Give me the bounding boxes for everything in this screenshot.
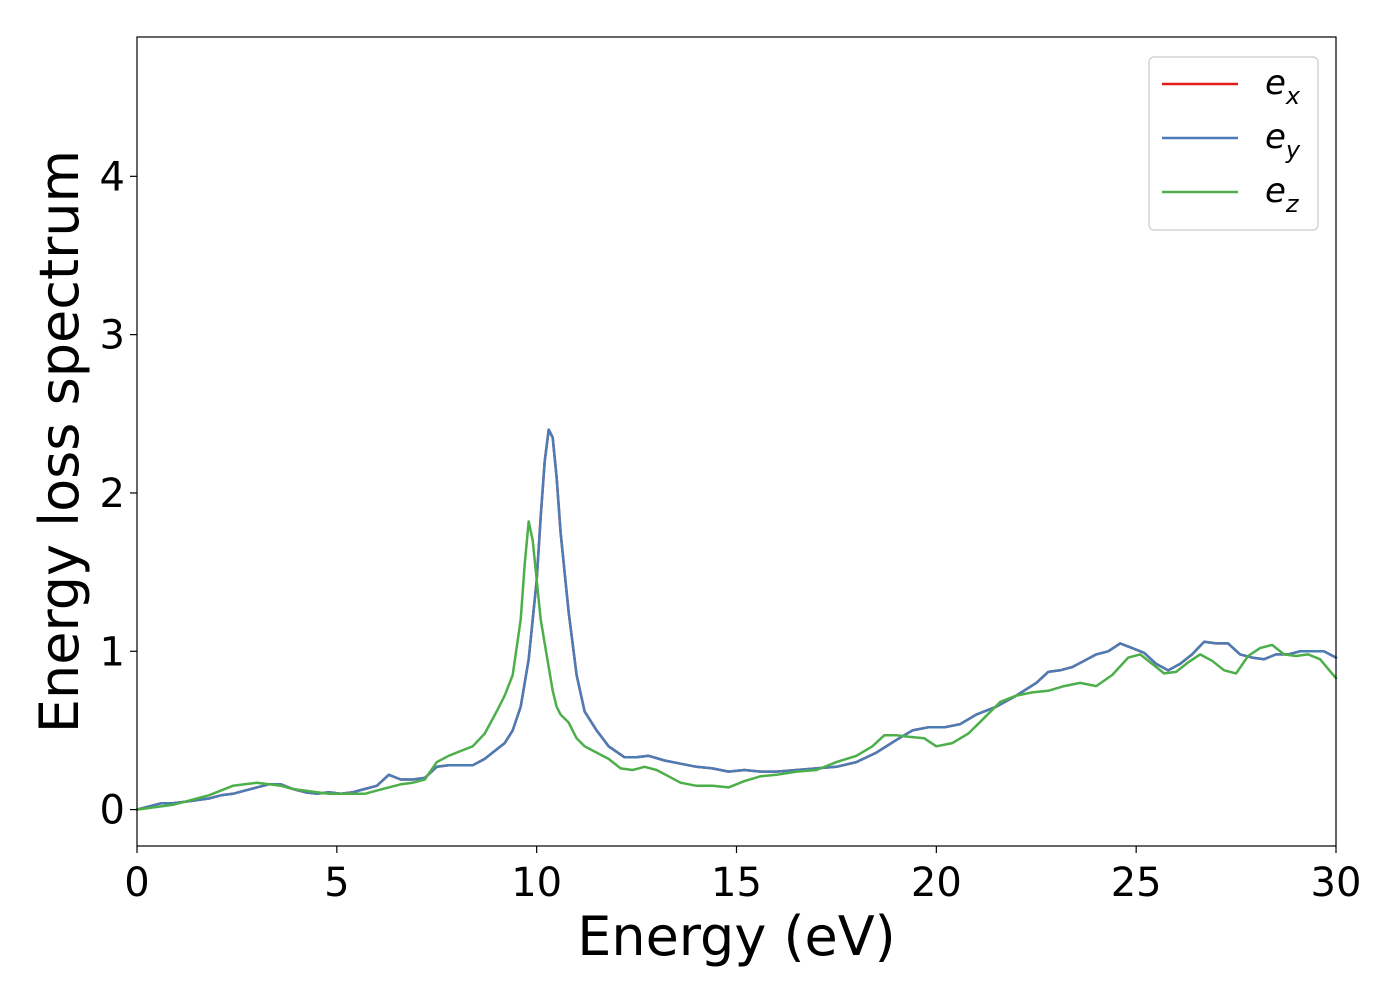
legend-label-subscript: z: [1285, 190, 1300, 218]
y-axis-title: Energy loss spectrum: [28, 150, 91, 733]
x-tick-label: 30: [1311, 860, 1362, 906]
plot-lines: [135, 428, 1338, 811]
x-axis-title: Energy (eV): [577, 905, 896, 968]
x-tick-label: 15: [711, 860, 762, 906]
legend-label-base: e: [1265, 171, 1286, 211]
x-axis-ticks: 0 5 10 15 20 25 30: [124, 846, 1361, 906]
x-tick-label: 25: [1111, 860, 1162, 906]
legend-label-base: e: [1265, 117, 1286, 157]
y-tick-label: 4: [100, 154, 125, 200]
y-tick-label: 3: [100, 313, 125, 359]
legend-label-base: e: [1265, 63, 1286, 103]
legend-label-subscript: x: [1285, 82, 1301, 110]
series-line-e-y: [135, 428, 1338, 811]
legend-label: ex: [1265, 63, 1301, 110]
x-tick-label: 10: [511, 860, 562, 906]
legend-label: ey: [1265, 117, 1301, 164]
x-tick-label: 20: [911, 860, 962, 906]
series-line-e-x: [135, 428, 1338, 811]
y-tick-label: 2: [100, 471, 125, 517]
series-line-e-z: [135, 520, 1338, 811]
legend-label-subscript: y: [1285, 136, 1301, 164]
y-axis-ticks: 0 1 2 3 4: [100, 154, 137, 834]
x-tick-label: 0: [124, 860, 149, 906]
x-tick-label: 5: [324, 860, 349, 906]
legend-box: [1148, 56, 1319, 231]
y-tick-label: 1: [100, 629, 125, 675]
legend-label: ez: [1265, 171, 1300, 218]
y-tick-label: 0: [100, 788, 125, 834]
